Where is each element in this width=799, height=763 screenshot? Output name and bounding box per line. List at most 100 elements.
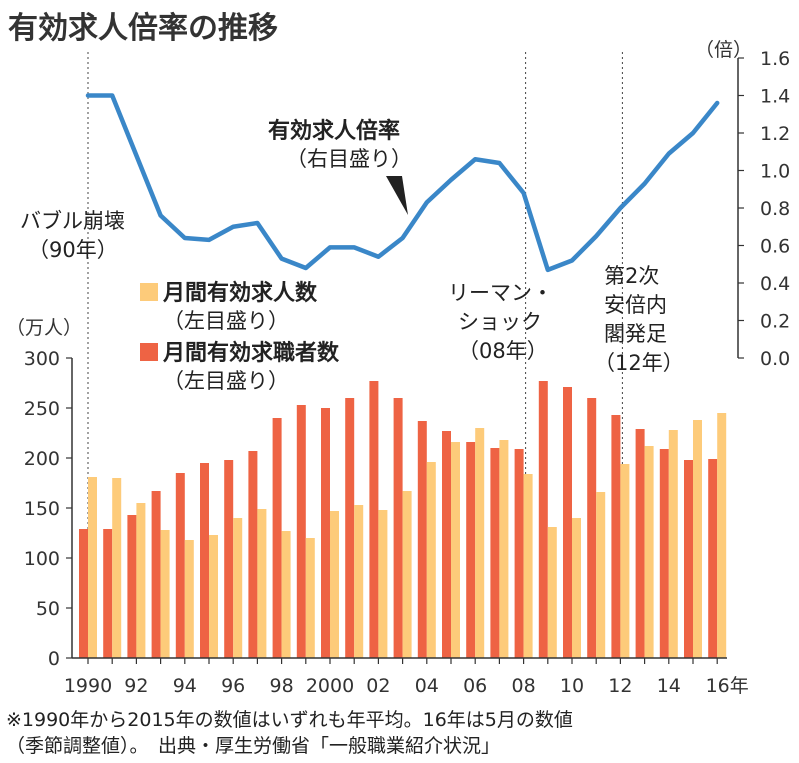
bar-openings-2001 xyxy=(354,505,364,658)
left-tick-label-200: 200 xyxy=(24,448,60,470)
bar-openings-1990 xyxy=(88,477,97,658)
footnote-line1: ※1990年から2015年の数値はいずれも年平均。16年は5月の数値 xyxy=(6,709,573,731)
bar-openings-2015 xyxy=(693,420,702,658)
bar-applicants-2002 xyxy=(369,381,379,658)
bar-applicants-2010 xyxy=(563,387,572,658)
bar-applicants-2012 xyxy=(611,415,621,658)
legend-openings-swatch xyxy=(140,283,158,301)
annotation-lehman-line1: リーマン・ xyxy=(448,281,553,305)
bar-openings-1997 xyxy=(257,509,267,658)
bar-openings-2004 xyxy=(426,462,436,658)
x-tick-label-12: 14 xyxy=(657,675,681,697)
annotation-abe-line2: 安倍内 xyxy=(604,293,667,317)
right-tick-label-1.0: 1.0 xyxy=(760,161,790,183)
annotation-lehman-line3: （08年） xyxy=(458,339,548,363)
line-label: 有効求人倍率 （右目盛り） xyxy=(268,118,412,215)
annotation-abe-line3: 閣発足 xyxy=(604,322,667,346)
bar-applicants-2000 xyxy=(321,408,330,658)
left-tick-label-300: 300 xyxy=(24,348,60,370)
x-tick-label-5: 2000 xyxy=(306,675,354,697)
tick-labels: 0 50 100 150 200 250 300 0.0 0.2 0.4 0.6 0.8 1.0 1.2 1… xyxy=(24,48,790,697)
bar-applicants-1992 xyxy=(127,515,137,658)
bar-applicants-2014 xyxy=(659,449,669,658)
bar-applicants-1999 xyxy=(296,405,306,658)
right-tick-label-0.0: 0.0 xyxy=(760,348,790,370)
bar-openings-1995 xyxy=(209,535,218,658)
legend: 月間有効求人数 （左目盛り） 月間有効求職者数 （左目盛り） xyxy=(140,280,340,393)
bar-openings-1998 xyxy=(281,531,291,658)
bar-openings-1999 xyxy=(305,538,315,658)
footnote-line2: （季節調整値）。 出典・厚生労働省「一般職業紹介状況」 xyxy=(6,735,500,757)
bar-applicants-1998 xyxy=(272,418,282,658)
bar-openings-1991 xyxy=(112,478,122,658)
left-axis-unit: （万人） xyxy=(6,317,82,339)
bar-applicants-2016 xyxy=(708,459,718,658)
right-axis-unit: （倍） xyxy=(695,39,752,61)
left-tick-label-50: 50 xyxy=(36,598,60,620)
bar-applicants-2009 xyxy=(538,381,548,658)
bar-applicants-2008 xyxy=(514,449,524,658)
bar-applicants-1991 xyxy=(103,529,113,658)
line-label-name: 有効求人倍率 xyxy=(268,118,400,144)
right-tick-label-0.2: 0.2 xyxy=(760,311,790,333)
bar-openings-1992 xyxy=(136,503,146,658)
bar-openings-2002 xyxy=(378,510,388,658)
annotation-lehman-line2: ショック xyxy=(458,310,542,334)
left-tick-label-150: 150 xyxy=(24,498,60,520)
bar-applicants-2011 xyxy=(587,398,597,658)
x-tick-label-2: 94 xyxy=(173,675,197,697)
annotation-bubble-line2: （90年） xyxy=(28,238,118,262)
bar-applicants-2004 xyxy=(417,421,427,658)
bar-openings-2016 xyxy=(717,413,727,658)
left-tick-label-0: 0 xyxy=(48,648,60,670)
legend-applicants-label: 月間有効求職者数 xyxy=(162,340,340,366)
x-tick-label-0: 1990 xyxy=(64,675,112,697)
bar-applicants-2013 xyxy=(635,429,645,658)
x-tick-label-6: 02 xyxy=(366,675,390,697)
bar-applicants-1995 xyxy=(200,463,209,658)
bar-openings-1993 xyxy=(160,530,170,658)
bar-applicants-1990 xyxy=(79,529,88,658)
bar-openings-1994 xyxy=(184,540,194,658)
legend-applicants-note: （左目盛り） xyxy=(163,369,289,393)
bar-applicants-2015 xyxy=(684,460,693,658)
x-tick-label-3: 96 xyxy=(221,675,245,697)
bar-openings-2013 xyxy=(644,446,654,658)
legend-openings-label: 月間有効求人数 xyxy=(162,280,318,306)
right-tick-label-0.6: 0.6 xyxy=(760,236,790,258)
bar-openings-2014 xyxy=(668,430,678,658)
right-tick-label-0.4: 0.4 xyxy=(760,273,790,295)
bar-openings-2007 xyxy=(499,440,509,658)
bar-openings-1996 xyxy=(233,518,243,658)
annotation-bubble: バブル崩壊 （90年） xyxy=(20,209,125,262)
annotation-abe-line4: （12年） xyxy=(594,351,684,375)
left-tick-label-100: 100 xyxy=(24,548,60,570)
bar-openings-2012 xyxy=(620,464,630,658)
x-tick-label-4: 98 xyxy=(270,675,294,697)
annotation-lehman: リーマン・ ショック （08年） xyxy=(448,281,553,363)
left-tick-label-250: 250 xyxy=(24,398,60,420)
line-label-pointer xyxy=(386,176,408,215)
legend-openings-note: （左目盛り） xyxy=(163,309,289,333)
right-tick-label-1.6: 1.6 xyxy=(760,48,790,70)
page-title: 有効求人倍率の推移 xyxy=(8,11,278,46)
annotation-abe-line1: 第2次 xyxy=(604,264,659,288)
bar-applicants-1996 xyxy=(224,460,234,658)
x-tick-label-11: 12 xyxy=(608,675,632,697)
right-tick-label-1.4: 1.4 xyxy=(760,86,790,108)
bar-applicants-1997 xyxy=(248,451,258,658)
legend-applicants-swatch xyxy=(140,343,158,361)
bar-applicants-2005 xyxy=(442,431,451,658)
right-tick-label-1.2: 1.2 xyxy=(760,123,790,145)
bar-openings-2009 xyxy=(547,527,557,658)
bar-applicants-2007 xyxy=(490,448,500,658)
bar-applicants-1994 xyxy=(175,473,185,658)
x-tick-label-9: 08 xyxy=(512,675,536,697)
x-tick-label-1: 92 xyxy=(124,675,148,697)
bar-openings-2003 xyxy=(402,491,412,658)
right-tick-label-0.8: 0.8 xyxy=(760,198,790,220)
x-tick-label-13: 16年 xyxy=(706,675,749,697)
x-tick-label-10: 10 xyxy=(560,675,584,697)
bar-applicants-2001 xyxy=(345,398,355,658)
